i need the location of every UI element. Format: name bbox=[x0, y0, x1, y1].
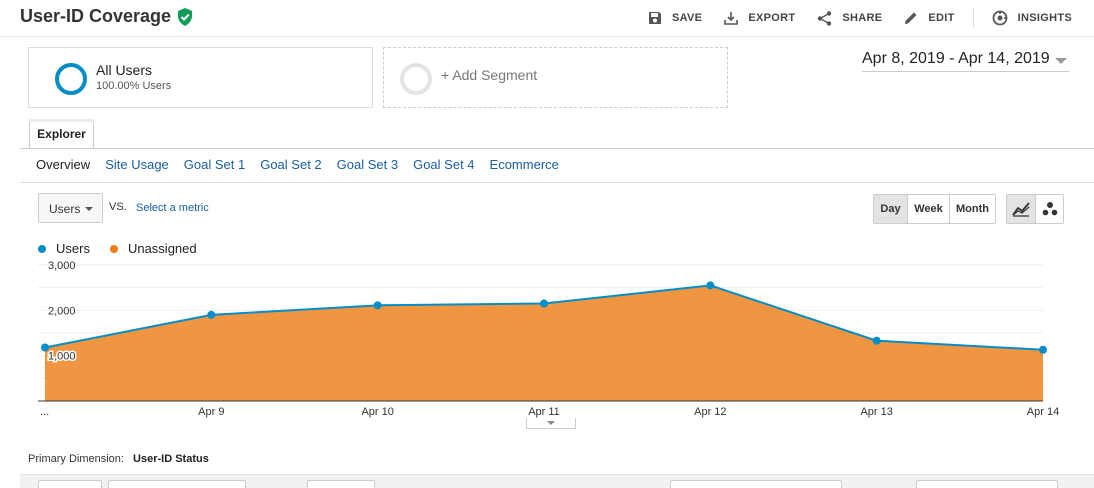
legend-item-unassigned: Unassigned bbox=[109, 241, 197, 256]
chart-legend: Users Unassigned bbox=[38, 241, 217, 256]
save-button[interactable]: SAVE bbox=[648, 11, 702, 25]
unassigned-area bbox=[45, 285, 1043, 401]
metric-dropdown[interactable]: Users bbox=[38, 193, 103, 223]
x-tick-label: Apr 13 bbox=[860, 406, 892, 418]
export-button[interactable]: EXPORT bbox=[724, 11, 795, 25]
users-data-point bbox=[872, 336, 881, 345]
users-data-point bbox=[706, 281, 715, 290]
users-data-point bbox=[41, 343, 49, 352]
primary-dimension-value[interactable]: User-ID Status bbox=[133, 453, 209, 465]
subtab-overview[interactable]: Overview bbox=[36, 157, 91, 172]
report-header: User-ID Coverage SAVE EXPORT bbox=[0, 0, 1094, 37]
export-icon bbox=[724, 12, 739, 25]
legend-dot bbox=[38, 244, 46, 253]
chart-type-selector bbox=[1006, 194, 1064, 224]
users-data-point bbox=[540, 299, 548, 308]
x-tick-label: Apr 14 bbox=[1027, 406, 1059, 418]
segment-percent: 100.00% Users bbox=[96, 80, 172, 92]
insights-button[interactable]: INSIGHTS bbox=[992, 10, 1072, 26]
x-tick-label: ... bbox=[40, 406, 49, 418]
period-week-button[interactable]: Week bbox=[907, 195, 949, 223]
tab-explorer[interactable]: Explorer bbox=[29, 119, 94, 149]
y-tick-label: 3,000 bbox=[48, 260, 76, 272]
legend-item-users: Users bbox=[38, 241, 90, 256]
toolbar-divider bbox=[972, 8, 974, 28]
legend-dot bbox=[109, 244, 118, 253]
insights-icon bbox=[992, 10, 1008, 26]
caret-down-icon bbox=[85, 207, 93, 211]
add-segment-button[interactable]: + Add Segment bbox=[383, 47, 728, 108]
x-tick-label: Apr 11 bbox=[528, 406, 560, 418]
y-tick-label: 2,000 bbox=[48, 305, 76, 317]
report-title: User-ID Coverage bbox=[20, 6, 193, 27]
legend-label-users: Users bbox=[56, 241, 90, 256]
share-button[interactable]: SHARE bbox=[817, 10, 883, 26]
subtab-divider bbox=[20, 182, 1094, 183]
edit-icon bbox=[905, 12, 917, 24]
select-metric-link[interactable]: Select a metric bbox=[136, 202, 209, 214]
date-range-text: Apr 8, 2019 - Apr 14, 2019 bbox=[862, 50, 1050, 67]
subtab-goal-set-1[interactable]: Goal Set 1 bbox=[183, 157, 246, 172]
export-label: EXPORT bbox=[748, 12, 796, 24]
users-data-point bbox=[1039, 345, 1047, 354]
verified-shield-icon bbox=[177, 7, 193, 26]
line-chart-icon bbox=[1012, 202, 1030, 217]
x-tick-label: Apr 9 bbox=[198, 406, 224, 418]
report-title-text: User-ID Coverage bbox=[20, 6, 172, 26]
period-month-button[interactable]: Month bbox=[949, 195, 995, 223]
chart-resize-handle[interactable] bbox=[526, 418, 576, 429]
bubble-chart-icon bbox=[1042, 202, 1057, 216]
users-data-point bbox=[373, 301, 382, 310]
plot-rows-button[interactable] bbox=[38, 480, 102, 488]
share-icon bbox=[818, 10, 832, 26]
period-selector: Day Week Month bbox=[873, 194, 996, 224]
primary-dimension-label: Primary Dimension: bbox=[28, 453, 124, 465]
date-range-picker[interactable]: Apr 8, 2019 - Apr 14, 2019 bbox=[862, 50, 1069, 72]
x-tick-label: Apr 10 bbox=[361, 406, 393, 418]
motion-chart-button[interactable] bbox=[1035, 195, 1063, 223]
primary-dimension: Primary Dimension: User-ID Status bbox=[28, 453, 209, 465]
insights-label: INSIGHTS bbox=[1017, 12, 1072, 24]
segment-name: All Users bbox=[96, 62, 153, 78]
x-tick-label: Apr 12 bbox=[694, 406, 726, 418]
share-label: SHARE bbox=[842, 12, 883, 24]
y-tick-label: 1,000 bbox=[48, 351, 76, 363]
explorer-subtabs: Overview Site Usage Goal Set 1 Goal Set … bbox=[36, 157, 574, 172]
vs-label: VS. bbox=[109, 201, 127, 213]
subtab-goal-set-2[interactable]: Goal Set 2 bbox=[260, 157, 322, 172]
report-toolbar: SAVE EXPORT SHARE EDIT bbox=[626, 8, 1072, 28]
save-icon bbox=[648, 12, 661, 24]
add-segment-label: + Add Segment bbox=[441, 67, 538, 83]
users-data-point bbox=[207, 310, 216, 319]
empty-segment-ring-icon bbox=[400, 63, 432, 95]
line-chart-button[interactable] bbox=[1007, 195, 1035, 223]
sort-type-dropdown[interactable] bbox=[307, 480, 375, 488]
segment-all-users[interactable]: All Users 100.00% Users bbox=[28, 47, 373, 108]
table-view-selector[interactable] bbox=[916, 480, 1058, 488]
caret-down-icon bbox=[1055, 58, 1067, 64]
tab-divider bbox=[20, 148, 1094, 149]
subtab-goal-set-3[interactable]: Goal Set 3 bbox=[336, 157, 399, 172]
secondary-dimension-dropdown[interactable] bbox=[108, 480, 246, 488]
edit-label: EDIT bbox=[928, 12, 955, 24]
edit-button[interactable]: EDIT bbox=[904, 11, 954, 25]
metric-dropdown-value: Users bbox=[49, 202, 81, 216]
save-label: SAVE bbox=[671, 12, 703, 24]
table-search-input[interactable] bbox=[670, 480, 842, 488]
legend-label-unassigned: Unassigned bbox=[127, 241, 197, 256]
users-area-chart: 3,000 2,000 1,000... Apr 9 Apr 10 Apr 11 Apr 1… bbox=[38, 260, 1059, 418]
subtab-goal-set-4[interactable]: Goal Set 4 bbox=[413, 157, 475, 172]
subtab-site-usage[interactable]: Site Usage bbox=[105, 157, 169, 172]
period-day-button[interactable]: Day bbox=[874, 195, 907, 223]
segment-ring-icon bbox=[55, 63, 87, 95]
subtab-ecommerce[interactable]: Ecommerce bbox=[489, 157, 559, 172]
